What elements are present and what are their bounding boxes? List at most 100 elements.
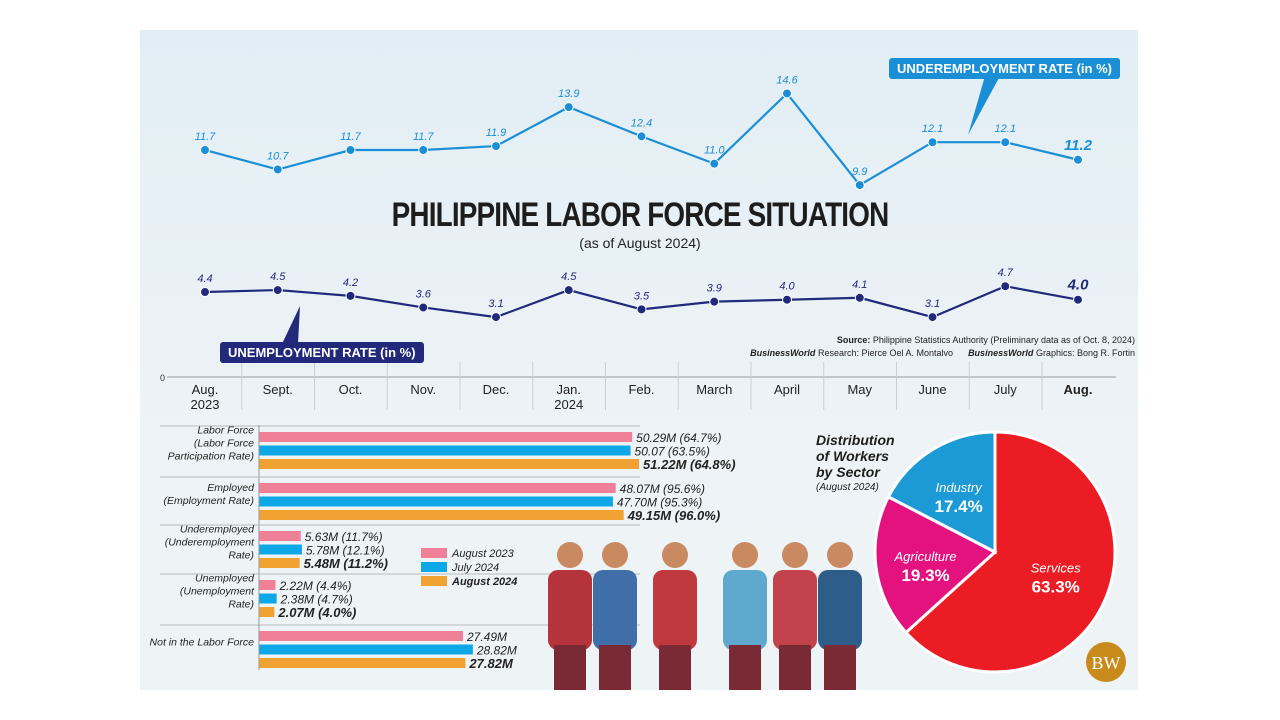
- unemployment-data-label: 4.4: [197, 273, 212, 285]
- pie-slice-value: 19.3%: [901, 566, 949, 585]
- underemployment-data-label: 11.0: [704, 145, 725, 157]
- underemployment-point: [418, 145, 429, 155]
- underemployment-data-label: 11.7: [340, 131, 361, 143]
- underemployment-data-label: 10.7: [267, 151, 289, 163]
- unemployment-data-label: 4.7: [998, 267, 1014, 279]
- y-axis-zero: 0: [160, 373, 165, 383]
- x-tick-label: Jan.: [556, 382, 581, 397]
- x-tick-label: April: [774, 382, 800, 397]
- x-tick-label: Dec.: [483, 382, 510, 397]
- x-tick-label: Oct.: [339, 382, 363, 397]
- unemployment-data-label: 3.9: [707, 283, 722, 295]
- unemployment-point: [636, 304, 647, 315]
- underemployment-data-label: 11.2: [1064, 137, 1093, 154]
- bar-category-label: Labor Force: [197, 425, 254, 437]
- legend-swatch: [421, 548, 447, 558]
- bar-category-label: Rate): [228, 599, 254, 611]
- x-tick-label: May: [847, 382, 872, 397]
- pie-slice-name: Services: [1031, 560, 1081, 575]
- source-text: Philippine Statistics Authority (Prelimi…: [872, 335, 1135, 345]
- pie-title: Distribution of Workers by Sector (August…: [816, 432, 896, 496]
- underemployment-point: [200, 145, 210, 155]
- bar: [259, 544, 302, 555]
- unemployment-point: [1073, 294, 1083, 305]
- unemployment-point: [272, 285, 283, 296]
- legend-label: August 2023: [451, 548, 515, 560]
- x-tick-label: Nov.: [410, 382, 436, 397]
- unemployment-data-label: 4.1: [852, 279, 867, 291]
- x-tick-label: Aug.: [1064, 382, 1093, 397]
- bar: [259, 631, 463, 641]
- underemployment-data-label: 12.4: [631, 117, 652, 129]
- legend-label: August 2024: [451, 576, 517, 588]
- unemployment-data-label: 4.2: [343, 277, 358, 289]
- pie-slice-services: [903, 430, 1117, 674]
- bar-data-label: 28.82M: [476, 644, 517, 658]
- bar-data-label: 48.07M (95.6%): [620, 482, 705, 496]
- underemployment-data-label: 13.9: [558, 88, 579, 100]
- underemployment-data-label: 11.9: [486, 127, 507, 139]
- x-tick-label: Feb.: [628, 382, 654, 397]
- underemployment-point: [854, 180, 865, 191]
- bar-data-label: 2.22M (4.4%): [278, 579, 351, 593]
- legend-swatch: [421, 562, 447, 572]
- bw-logo: [1086, 642, 1126, 682]
- bar-data-label: 5.48M (11.2%): [304, 556, 388, 571]
- unemployment-data-label: 4.0: [1067, 277, 1090, 294]
- underemployment-point: [272, 164, 283, 175]
- page-subtitle: (as of August 2024): [579, 235, 701, 251]
- underemployment-point: [1000, 137, 1011, 148]
- worker-figure: [548, 542, 592, 690]
- bar-category-label: (Employment Rate): [164, 495, 254, 507]
- unemployment-point: [563, 285, 574, 296]
- bar-category-label: Not in the Labor Force: [150, 637, 255, 649]
- underemployment-data-label: 11.7: [413, 131, 434, 143]
- worker-figure: [593, 542, 637, 690]
- bar-data-label: 2.07M (4.0%): [277, 605, 356, 620]
- unemployment-point: [491, 312, 501, 323]
- bar-data-label: 27.49M: [466, 630, 507, 644]
- pie-slice-agriculture: [873, 494, 998, 635]
- unemployment-data-label: 4.0: [779, 281, 795, 293]
- bar-category-label: (Labor Force: [194, 438, 254, 450]
- bar-data-label: 50.29M (64.7%): [636, 431, 721, 445]
- underemployment-tag-pointer: [968, 76, 1000, 135]
- unemployment-data-label: 3.5: [634, 290, 650, 302]
- underemployment-data-label: 11.7: [195, 131, 216, 143]
- worker-figure: [653, 542, 697, 690]
- underemployment-legend-tag: UNDEREMPLOYMENT RATE (in %): [889, 58, 1120, 79]
- bw-logo-text: BW: [1092, 653, 1121, 673]
- x-tick-label: July: [994, 382, 1018, 397]
- research-label: Research:: [817, 348, 859, 358]
- bar: [259, 644, 473, 655]
- worker-figure: [773, 542, 817, 690]
- underemployment-data-label: 9.9: [852, 166, 867, 178]
- bar: [259, 531, 301, 541]
- pie-slice-value: 17.4%: [935, 497, 983, 516]
- unemployment-data-label: 4.5: [561, 271, 577, 283]
- bar-data-label: 5.78M (12.1%): [306, 544, 385, 558]
- bar-data-label: 50.07 (63.5%): [635, 445, 710, 459]
- bar: [259, 496, 613, 507]
- worker-figure: [723, 542, 767, 690]
- bar: [259, 607, 275, 617]
- bar-data-label: 51.22M (64.8%): [643, 457, 736, 472]
- bar: [259, 510, 624, 520]
- bar: [259, 593, 277, 604]
- bar-data-label: 27.82M: [468, 656, 514, 671]
- underemployment-point: [927, 137, 938, 148]
- pie-slice-value: 63.3%: [1032, 577, 1080, 596]
- underemployment-point: [636, 131, 647, 142]
- unemployment-tag-pointer: [282, 306, 300, 344]
- bar-data-label: 5.63M (11.7%): [305, 530, 383, 544]
- pie-title-text: Distribution of Workers by Sector: [816, 432, 895, 480]
- bar-category-label: (Unemployment: [180, 586, 255, 598]
- unemployment-point: [1000, 281, 1011, 292]
- bar: [259, 580, 276, 590]
- x-tick-label: March: [696, 382, 732, 397]
- bar-category-label: Unemployed: [195, 573, 255, 585]
- unemployment-point: [345, 290, 356, 301]
- underemployment-point: [563, 102, 574, 113]
- research-name: Pierce Oel A. Montalvo: [861, 348, 954, 358]
